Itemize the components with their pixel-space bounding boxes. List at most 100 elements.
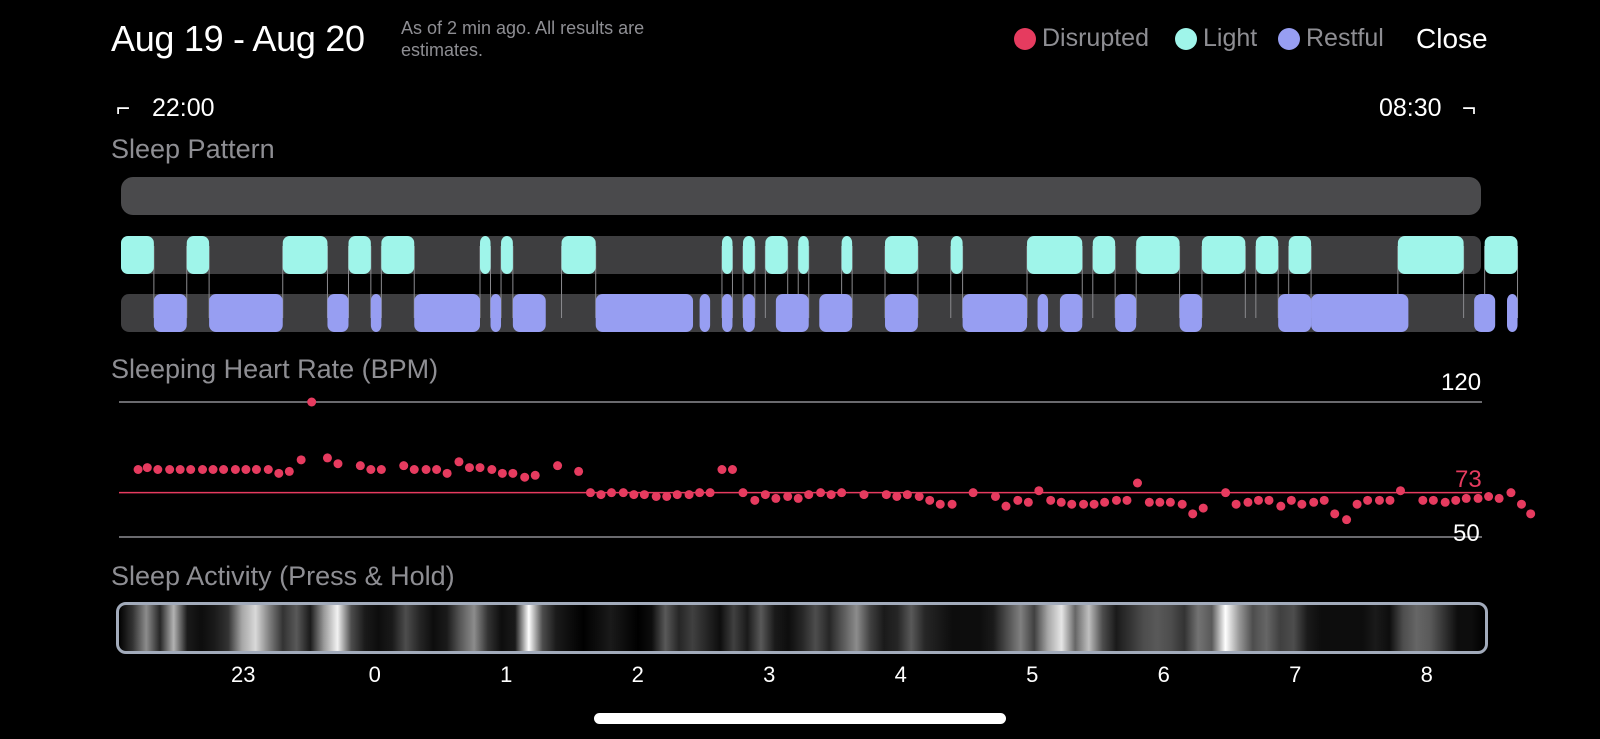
home-indicator[interactable]	[594, 713, 1006, 724]
heart-rate-point	[520, 472, 530, 482]
heart-rate-point	[1342, 515, 1352, 525]
restful-sleep-segment	[1474, 294, 1496, 332]
heart-rate-point	[399, 461, 409, 471]
heart-rate-point	[695, 488, 705, 498]
heart-rate-point	[1231, 499, 1241, 509]
heart-rate-point	[783, 492, 793, 501]
heart-rate-point	[1253, 495, 1263, 505]
close-button[interactable]: Close	[1416, 23, 1488, 54]
heart-rate-point	[454, 457, 464, 467]
heart-rate-point	[1221, 488, 1231, 498]
heart-rate-point	[1100, 497, 1110, 507]
heart-rate-point	[1297, 499, 1307, 509]
light-sleep-segment	[561, 236, 596, 274]
activity-axis-tick: 7	[1289, 662, 1302, 687]
light-sleep-segment	[765, 236, 788, 274]
hr-min-label: 50	[1453, 520, 1480, 547]
heart-rate-point	[816, 488, 826, 498]
heart-rate-point	[651, 492, 661, 501]
heart-rate-point	[333, 459, 343, 469]
heart-rate-point	[1034, 486, 1044, 496]
heart-rate-point	[914, 492, 924, 501]
heart-rate-point	[935, 499, 945, 509]
light-dot-icon	[1175, 27, 1197, 50]
heart-rate-point	[530, 470, 540, 480]
activity-axis-tick: 1	[500, 662, 513, 687]
heart-rate-point	[241, 465, 251, 474]
light-sleep-segment	[1201, 236, 1246, 274]
restful-sleep-segment	[1507, 294, 1518, 332]
restful-sleep-segment	[490, 294, 502, 332]
heart-rate-point	[355, 461, 365, 471]
heart-rate-heading: Sleeping Heart Rate (BPM)	[111, 354, 439, 384]
heart-rate-point	[208, 465, 218, 474]
heart-rate-point	[1473, 493, 1483, 503]
heart-rate-point	[892, 492, 902, 501]
heart-rate-point	[837, 488, 847, 498]
heart-rate-point	[1395, 486, 1405, 496]
heart-rate-point	[1046, 495, 1056, 505]
heart-rate-point	[1067, 499, 1077, 509]
hr-max-label: 120	[1441, 369, 1482, 396]
light-sleep-segment	[1255, 236, 1279, 274]
heart-rate-point	[487, 465, 497, 474]
light-sleep-segment	[841, 236, 853, 274]
heart-rate-point	[826, 490, 836, 500]
heart-rate-point	[1516, 499, 1526, 509]
light-sleep-segment	[1484, 236, 1518, 274]
light-sleep-segment	[1288, 236, 1312, 274]
heart-rate-point	[165, 465, 175, 474]
legend-disrupted: Disrupted	[1014, 24, 1149, 53]
activity-axis-tick: 2	[631, 662, 644, 687]
heart-rate-point	[409, 465, 419, 474]
start-time: 22:00	[152, 94, 215, 122]
end-bracket-icon: ¬	[1462, 95, 1477, 122]
restful-sleep-segment	[595, 294, 694, 332]
heart-rate-point	[738, 488, 748, 498]
sleep-activity-strip[interactable]	[116, 602, 1488, 654]
heart-rate-point	[1144, 497, 1154, 507]
legend-light-label: Light	[1203, 24, 1258, 52]
activity-axis-tick: 6	[1157, 662, 1170, 687]
heart-rate-point	[175, 465, 185, 474]
heart-rate-point	[1352, 499, 1362, 509]
heart-rate-point	[1089, 499, 1099, 509]
heart-rate-point	[717, 465, 727, 474]
heart-rate-point	[263, 465, 273, 474]
heart-rate-point	[464, 463, 474, 473]
heart-rate-point	[672, 490, 682, 500]
restful-sleep-segment	[819, 294, 853, 332]
heart-rate-point	[1079, 499, 1089, 509]
heart-rate-point	[629, 490, 639, 500]
heart-rate-point	[133, 465, 143, 474]
light-sleep-segment	[501, 236, 513, 274]
light-sleep-segment	[721, 236, 733, 274]
light-sleep-segment	[950, 236, 963, 274]
light-sleep-segment	[121, 236, 154, 274]
activity-axis-tick: 8	[1420, 662, 1433, 687]
heart-rate-point	[1319, 495, 1329, 505]
heart-rate-point	[1440, 497, 1450, 507]
heart-rate-point	[793, 493, 803, 503]
heart-rate-point	[705, 488, 715, 498]
heart-rate-point	[662, 492, 672, 501]
heart-rate-point	[296, 455, 306, 465]
heart-rate-point	[1264, 495, 1274, 505]
light-sleep-segment	[1397, 236, 1464, 274]
heart-rate-point	[142, 463, 152, 473]
heart-rate-point	[968, 488, 978, 498]
heart-rate-point	[1243, 497, 1253, 507]
heart-rate-point	[1001, 501, 1011, 511]
heart-rate-point	[1286, 495, 1296, 505]
estimate-note: As of 2 min ago. All results are estimat…	[401, 18, 645, 60]
heart-rate-point	[432, 465, 442, 474]
heart-rate-point	[1056, 497, 1066, 507]
restful-sleep-segment	[721, 294, 733, 332]
restful-sleep-segment	[327, 294, 349, 332]
activity-axis-tick: 3	[763, 662, 776, 687]
heart-rate-point	[1276, 501, 1286, 511]
disrupted-dot-icon	[1014, 27, 1036, 50]
heart-rate-point	[475, 463, 485, 473]
